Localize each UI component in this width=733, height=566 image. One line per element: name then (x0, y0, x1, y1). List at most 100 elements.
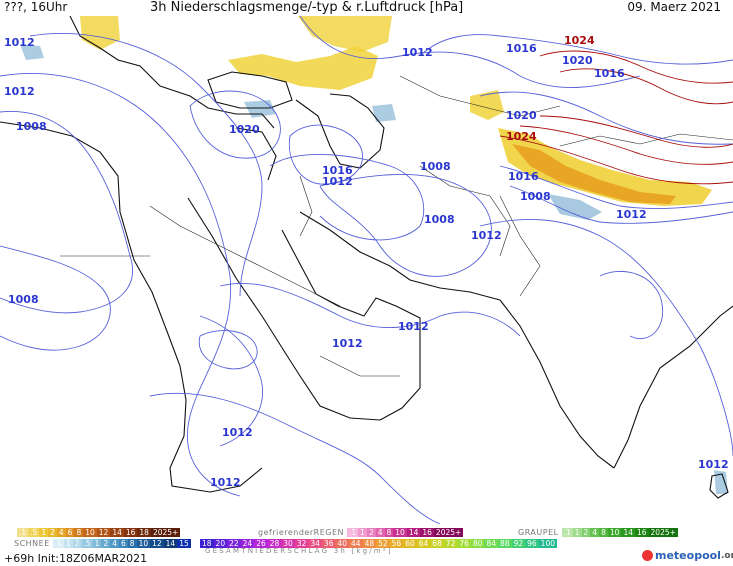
isobar-1028-himalaya (519, 125, 733, 165)
isobar-label: 1008 (424, 213, 455, 226)
isobar-label: 1012 (4, 85, 35, 98)
legend-swatch-gesamt: 40 (335, 538, 350, 548)
legend-swatch-gesamt: 92 (511, 538, 526, 548)
isobar-label: 1020 (229, 123, 260, 136)
legend-swatch-snow: 12 (150, 538, 164, 548)
isobar-label: 1008 (520, 190, 551, 203)
snow-area-iran (372, 104, 396, 122)
isobar-1024-himalaya (499, 135, 733, 185)
border-pakistan-india (499, 195, 541, 297)
isobar-label: 1016 (506, 42, 537, 55)
coast-black-sea (207, 71, 293, 109)
isobar-1012-east (599, 270, 664, 340)
isobar-1012-iran (269, 154, 425, 241)
legend-freezing-rain: gefrierenderREGEN .1 1 2 4 8 10 14 16 2025+ (258, 527, 464, 537)
legend-swatch-graupel: 1 (572, 527, 582, 537)
legend-swatch-gesamt: 44 (349, 538, 363, 548)
isobar-label: 1016 (322, 164, 353, 177)
isobar-labels: 1012 1008 1020 1012 1016 1024 1020 1016 … (4, 34, 729, 489)
legend-total-title: GESAMTNIEDERSCHLAG 3h [kg/m²] (205, 547, 393, 555)
coast-persian-gulf (281, 229, 421, 388)
legend-swatch-snow: 14 (163, 538, 178, 548)
coastlines (0, 16, 733, 499)
legend-swatch-gesamt: 20 (213, 538, 228, 548)
legend-swatch-graupel: 14 (621, 527, 635, 537)
chart-header: ???, 16Uhr 3h Niederschlagsmenge/-typ & … (0, 0, 733, 16)
legend-swatch-snow: 2 (101, 538, 111, 548)
coast-iran (299, 211, 501, 301)
legend-swatch-gesamt: 68 (430, 538, 444, 548)
legend-swatch-freezing: 4 (375, 527, 385, 537)
isobar-label: 1016 (594, 67, 625, 80)
snow-area-sri-lanka (714, 470, 728, 494)
isobar-1020-north (479, 91, 733, 145)
isobar-1012-africa (199, 315, 264, 447)
coast-mediterranean-africa (0, 121, 263, 493)
legend-swatch-gesamt: 52 (376, 538, 390, 548)
legend-swatch-freezing: 1 (358, 527, 367, 537)
legend-swatch-gesamt: 34 (308, 538, 322, 548)
border-afghanistan (419, 165, 511, 257)
logo-icon (642, 550, 653, 561)
isobar-label: 1016 (508, 170, 539, 183)
legend-swatch-snow: 10 (136, 538, 151, 548)
precipitation-areas (20, 16, 728, 494)
snow-area-himalaya (548, 194, 602, 220)
legend-swatch-gesamt: 96 (525, 538, 539, 548)
legend-swatch-snow: 1 (92, 538, 102, 548)
legend-swatch-graupel: 4 (590, 527, 600, 537)
legend-swatch-freezing: 8 (384, 527, 394, 537)
legend-swatch-rain: 10 (83, 527, 97, 537)
legend-swatch-freezing: 2025+ (433, 527, 464, 537)
isobar-label: 1012 (4, 36, 35, 49)
precipitation-legend: .1.5 1 2 4 6 8 10 12 14 16 18 2025+ gefrierenderREG… (0, 524, 733, 566)
isobars-high (499, 50, 733, 185)
isobar-1008-iran (319, 174, 492, 277)
border-china (559, 133, 733, 147)
isobar-1012-india (479, 218, 733, 457)
isobar-1016-north (299, 16, 641, 88)
legend-swatch-gesamt: 72 (443, 538, 458, 548)
legend-swatch-rain: 4 (56, 527, 66, 537)
isobar-1016-north2 (419, 34, 733, 65)
border-saudi-arabia (149, 205, 341, 307)
legend-swatch-gesamt: 48 (362, 538, 377, 548)
legend-swatch-rain: 2025+ (150, 527, 181, 537)
isobar-1016-west (29, 33, 263, 297)
legend-total: 18 20 22 24 26 28 30 32 34 36 40 44 48 52 56 60 64 68 72 76… (200, 538, 557, 548)
legend-graupel: GRAUPEL .1 1 2 4 8 10 14 16 2025+ (518, 527, 678, 537)
legend-swatch-rain: 8 (74, 527, 84, 537)
snow-area-balkan (20, 44, 44, 60)
meteopool-logo[interactable]: meteopool.org (642, 549, 733, 562)
coast-sri-lanka (709, 473, 729, 499)
rain-area-black-sea (228, 46, 378, 90)
isobar-label: 1012 (398, 320, 429, 333)
legend-swatch-rain: 1 (39, 527, 49, 537)
border-yemen-oman (319, 355, 400, 377)
isobar-label: 1020 (562, 54, 593, 67)
legend-swatch-gesamt: 36 (321, 538, 336, 548)
legend-swatch-snow: 1 (63, 538, 73, 548)
isobar-1012-south (149, 392, 441, 524)
legend-swatch-graupel: 2 (581, 527, 591, 537)
isobar-1032-himalaya (539, 115, 733, 148)
legend-swatch-gesamt: 30 (281, 538, 295, 548)
legend-snow-title: SCHNEE (14, 538, 50, 548)
legend-swatch-freezing: 16 (420, 527, 434, 537)
legend-swatch-snow: 8 (127, 538, 137, 548)
legend-swatch-gesamt: 56 (389, 538, 404, 548)
coast-caspian (295, 93, 385, 169)
legend-swatch-freezing: 14 (406, 527, 421, 537)
legend-swatch-rain: 18 (137, 527, 151, 537)
isobar-label: 1012 (222, 426, 253, 439)
coast-levant (235, 127, 277, 181)
legend-swatch-gesamt: 60 (403, 538, 417, 548)
isobar-1024-north (539, 50, 733, 84)
isobar-label: 1012 (322, 175, 353, 188)
coast-europe (69, 16, 161, 87)
coast-india-east (613, 305, 733, 469)
legend-swatch-rain: 6 (65, 527, 75, 537)
legend-swatch-gesamt: 32 (294, 538, 309, 548)
legend-swatch-graupel: .1 (561, 527, 573, 537)
rain-area-himalaya-core (512, 144, 676, 204)
